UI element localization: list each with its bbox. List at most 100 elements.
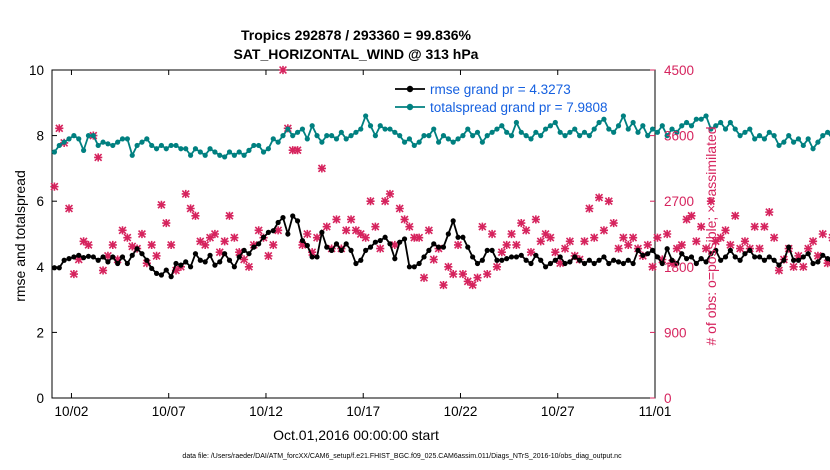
rmse-series-point — [737, 257, 743, 263]
obs-marker — [823, 259, 830, 268]
obs-marker — [774, 266, 784, 275]
rmse-series-point — [820, 252, 826, 258]
totalspread-series-point — [460, 133, 466, 139]
obs-marker — [522, 226, 531, 235]
obs-marker — [278, 65, 288, 75]
totalspread-series-point — [742, 129, 748, 135]
rmse-series-point — [61, 257, 67, 263]
totalspread-series-point — [265, 146, 271, 152]
rmse-series-point — [187, 264, 194, 270]
rmse-series-point — [348, 247, 354, 253]
totalspread-series-point — [260, 149, 267, 155]
rmse-series-point — [81, 255, 87, 261]
rmse-series-point — [581, 260, 588, 267]
obs-marker — [760, 222, 769, 231]
obs-marker — [108, 240, 117, 250]
rmse-series-point — [630, 260, 636, 267]
rmse-series-point — [319, 229, 325, 235]
rmse-series-point — [411, 264, 417, 270]
totalspread-series-point — [119, 136, 126, 142]
totalspread-series-point — [367, 123, 374, 129]
totalspread-series-point — [372, 133, 378, 139]
obs-marker — [64, 204, 74, 213]
rmse-series-point — [635, 247, 641, 253]
chart-title-line-2: SAT_HORIZONTAL_WIND @ 313 hPa — [234, 46, 479, 62]
obs-marker — [789, 262, 798, 271]
obs-marker — [716, 233, 725, 242]
rmse-series-point — [615, 259, 622, 265]
totalspread-series-point — [669, 126, 675, 132]
obs-marker — [770, 233, 779, 242]
obs-marker — [629, 233, 638, 242]
rmse-series-point — [713, 247, 719, 253]
rmse-series-point — [173, 260, 179, 267]
totalspread-series-point — [202, 152, 208, 158]
totalspread-series-point — [722, 126, 729, 132]
totalspread-series-point — [246, 147, 252, 153]
obs-marker — [244, 262, 254, 271]
obs-marker — [551, 248, 560, 257]
totalspread-series-point — [820, 133, 826, 139]
x-tick-label: 10/02 — [55, 404, 89, 419]
totalspread-series-point — [333, 136, 340, 142]
rmse-series-point — [815, 259, 821, 265]
obs-marker — [235, 248, 244, 257]
obs-marker — [444, 262, 453, 271]
totalspread-series-point — [426, 133, 432, 139]
rmse-series-point — [494, 257, 500, 263]
rmse-series-point — [387, 241, 393, 247]
obs-marker — [381, 197, 390, 206]
obs-marker — [804, 244, 813, 253]
rmse-series-point — [450, 218, 456, 224]
totalspread-series-point — [76, 136, 82, 142]
y-right-tick-label: 2700 — [664, 194, 694, 209]
rmse-series-point — [562, 260, 568, 267]
totalspread-series-point — [222, 154, 228, 160]
obs-marker — [264, 251, 273, 260]
obs-marker — [103, 251, 113, 260]
totalspread-series-point — [226, 149, 233, 155]
totalspread-series-point — [299, 126, 306, 132]
rmse-series-point — [645, 251, 651, 257]
obs-marker — [351, 226, 361, 235]
obs-marker — [799, 262, 808, 271]
rmse-series-point — [649, 247, 656, 253]
rmse-series-point — [455, 234, 461, 240]
rmse-series-point — [489, 247, 495, 253]
obs-marker — [74, 255, 83, 264]
totalspread-series-point — [790, 139, 797, 145]
totalspread-series-point — [596, 119, 602, 126]
legend-rmse-label: rmse grand pr = 4.3273 — [430, 82, 571, 97]
totalspread-series-point — [513, 119, 520, 126]
obs-marker — [240, 255, 249, 264]
rmse-series-point — [324, 244, 330, 250]
rmse-series-point — [260, 234, 267, 240]
totalspread-series-point — [664, 133, 670, 139]
obs-marker — [706, 197, 716, 206]
obs-marker — [536, 237, 545, 246]
totalspread-series-point — [416, 139, 422, 145]
totalspread-series-point — [90, 133, 96, 139]
totalspread-series-point — [319, 139, 325, 145]
obs-marker — [453, 240, 463, 250]
obs-marker — [171, 266, 181, 275]
rmse-series-point — [440, 244, 447, 250]
rmse-series-point — [100, 254, 106, 260]
totalspread-series-point — [66, 136, 72, 142]
obs-marker — [818, 229, 827, 239]
totalspread-series-point — [353, 129, 359, 135]
rmse-series-point — [718, 257, 724, 263]
obs-marker — [813, 251, 822, 260]
totalspread-series-point — [363, 113, 369, 119]
totalspread-series-point — [144, 136, 150, 142]
rmse-series-point — [246, 251, 252, 257]
rmse-series-point — [304, 242, 310, 249]
rmse-series-point — [703, 259, 709, 265]
rmse-series-point — [197, 257, 203, 263]
obs-marker — [356, 229, 365, 239]
totalspread-series-point — [168, 142, 174, 149]
rmse-series-point — [358, 257, 364, 263]
obs-marker — [663, 229, 672, 239]
rmse-series-point — [474, 260, 481, 267]
